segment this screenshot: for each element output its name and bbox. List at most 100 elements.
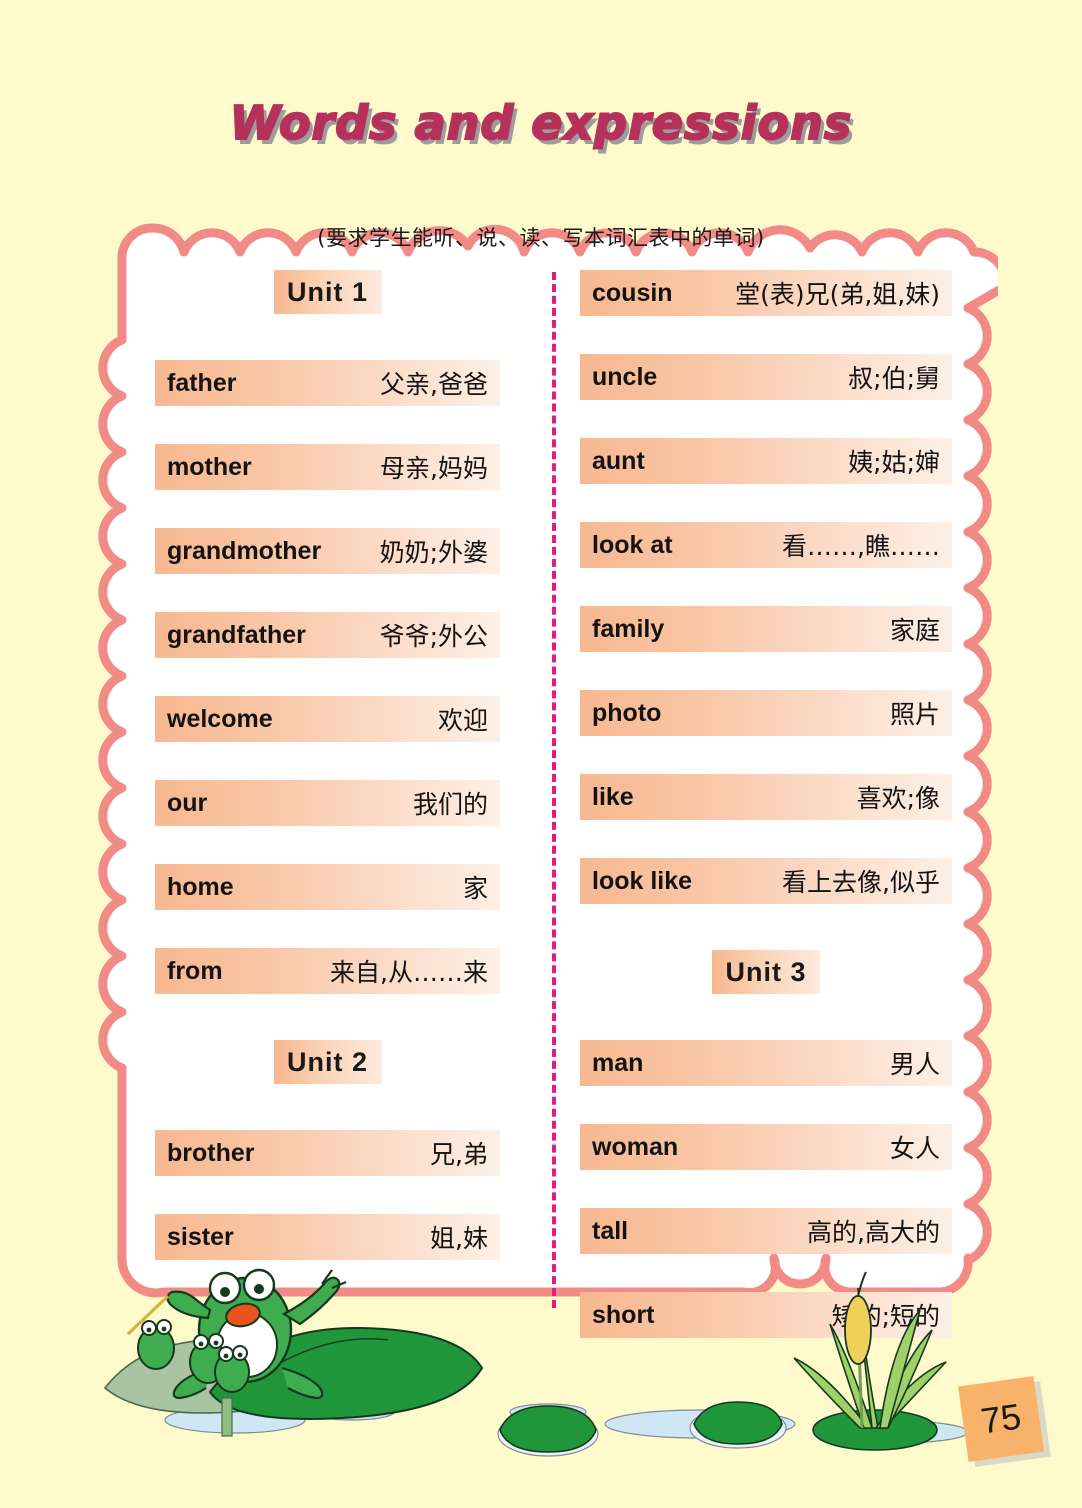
column-divider bbox=[552, 272, 556, 1308]
vocabulary-row: cousin 堂(表)兄(弟,姐,妹) bbox=[580, 270, 952, 316]
lily-pad bbox=[497, 1401, 787, 1457]
row-spacer bbox=[580, 736, 952, 774]
row-spacer bbox=[155, 406, 500, 444]
row-spacer bbox=[155, 910, 500, 948]
page-number: 75 bbox=[958, 1376, 1044, 1462]
vocabulary-word-en: mother bbox=[167, 452, 252, 481]
vocabulary-word-zh: 看上去像,似乎 bbox=[782, 868, 940, 897]
vocabulary-row: from 来自,从……来 bbox=[155, 948, 500, 994]
vocabulary-word-en: woman bbox=[592, 1132, 679, 1161]
vocabulary-row: woman 女人 bbox=[580, 1124, 952, 1170]
vocabulary-word-en: grandmother bbox=[167, 536, 322, 565]
vocabulary-row: short 矮的;短的 bbox=[580, 1292, 952, 1338]
vocabulary-word-en: look at bbox=[592, 530, 673, 559]
row-spacer bbox=[155, 1176, 500, 1214]
vocabulary-word-zh: 爷爷;外公 bbox=[379, 622, 488, 651]
row-spacer bbox=[580, 316, 952, 354]
vocabulary-word-zh: 叔;伯;舅 bbox=[848, 364, 940, 393]
vocabulary-word-en: father bbox=[167, 368, 237, 397]
vocabulary-word-en: family bbox=[592, 614, 665, 643]
unit-heading-wrap: Unit 1 bbox=[155, 270, 500, 314]
vocabulary-row: aunt 姨;姑;婶 bbox=[580, 438, 952, 484]
vocabulary-row: uncle 叔;伯;舅 bbox=[580, 354, 952, 400]
vocabulary-word-en: like bbox=[592, 782, 634, 811]
vocabulary-word-en: photo bbox=[592, 698, 662, 727]
vocabulary-word-zh: 男人 bbox=[889, 1050, 940, 1079]
vocabulary-word-en: aunt bbox=[592, 446, 645, 475]
subtitle-note: (要求学生能听、说、读、写本词汇表中的单词) bbox=[317, 226, 765, 250]
scalloped-frame bbox=[98, 223, 998, 1298]
vocabulary-row: home 家 bbox=[155, 864, 500, 910]
unit-heading-wrap: Unit 3 bbox=[580, 950, 952, 994]
row-spacer bbox=[155, 742, 500, 780]
vocabulary-word-zh: 来自,从……来 bbox=[330, 958, 488, 987]
vocabulary-word-zh: 高的,高大的 bbox=[807, 1218, 940, 1247]
vocabulary-row: photo 照片 bbox=[580, 690, 952, 736]
vocabulary-word-zh: 女人 bbox=[889, 1134, 940, 1163]
vocabulary-word-en: short bbox=[592, 1300, 655, 1329]
row-spacer bbox=[155, 490, 500, 528]
row-spacer bbox=[580, 1170, 952, 1208]
vocabulary-word-en: look like bbox=[592, 866, 693, 895]
vocabulary-word-zh: 奶奶;外婆 bbox=[379, 538, 488, 567]
vocabulary-word-zh: 家庭 bbox=[889, 616, 940, 645]
vocabulary-row: mother 母亲,妈妈 bbox=[155, 444, 500, 490]
vocabulary-row: look at 看……,瞧…… bbox=[580, 522, 952, 568]
row-spacer bbox=[155, 1084, 500, 1130]
unit-heading-3: Unit 3 bbox=[712, 950, 820, 994]
unit-heading-wrap: Unit 2 bbox=[155, 1040, 500, 1084]
vocabulary-row: our 我们的 bbox=[155, 780, 500, 826]
row-spacer bbox=[155, 994, 500, 1040]
row-spacer bbox=[580, 820, 952, 858]
vocabulary-word-en: cousin bbox=[592, 278, 673, 307]
vocabulary-row: brother 兄,弟 bbox=[155, 1130, 500, 1176]
row-spacer bbox=[155, 658, 500, 696]
vocabulary-word-zh: 欢迎 bbox=[437, 706, 488, 735]
vocabulary-word-zh: 照片 bbox=[889, 700, 940, 729]
unit-heading-1: Unit 1 bbox=[273, 270, 382, 314]
vocabulary-word-zh: 家 bbox=[462, 874, 488, 903]
vocabulary-row: family 家庭 bbox=[580, 606, 952, 652]
vocabulary-word-zh: 喜欢;像 bbox=[856, 784, 940, 813]
vocabulary-word-en: grandfather bbox=[167, 620, 306, 649]
vocabulary-word-en: tall bbox=[592, 1216, 629, 1245]
row-spacer bbox=[580, 904, 952, 950]
row-spacer bbox=[580, 1254, 952, 1292]
vocabulary-word-en: from bbox=[167, 956, 223, 985]
vocabulary-word-zh: 我们的 bbox=[412, 790, 488, 819]
vocabulary-column-left: Unit 1 father 父亲,爸爸 mother 母亲,妈妈 grandmother 奶… bbox=[155, 270, 500, 1260]
row-spacer bbox=[580, 994, 952, 1040]
page-title: Words and expressions bbox=[229, 95, 853, 151]
vocabulary-word-en: welcome bbox=[167, 704, 273, 733]
vocabulary-word-en: sister bbox=[167, 1222, 234, 1251]
row-spacer bbox=[580, 568, 952, 606]
vocabulary-word-zh: 兄,弟 bbox=[430, 1140, 488, 1169]
vocabulary-row: man 男人 bbox=[580, 1040, 952, 1086]
vocabulary-row: grandmother 奶奶;外婆 bbox=[155, 528, 500, 574]
vocabulary-row: tall 高的,高大的 bbox=[580, 1208, 952, 1254]
vocabulary-word-zh: 矮的;短的 bbox=[831, 1302, 940, 1331]
vocabulary-row: grandfather 爷爷;外公 bbox=[155, 612, 500, 658]
vocabulary-row: look like 看上去像,似乎 bbox=[580, 858, 952, 904]
row-spacer bbox=[155, 574, 500, 612]
row-spacer bbox=[580, 652, 952, 690]
water-puddle bbox=[164, 1403, 969, 1444]
vocabulary-word-zh: 姨;姑;婶 bbox=[848, 448, 940, 477]
vocabulary-word-zh: 母亲,妈妈 bbox=[380, 454, 488, 483]
row-spacer bbox=[580, 484, 952, 522]
vocabulary-word-en: uncle bbox=[592, 362, 658, 391]
vocabulary-word-en: brother bbox=[167, 1138, 255, 1167]
vocabulary-word-zh: 堂(表)兄(弟,姐,妹) bbox=[735, 280, 940, 309]
vocabulary-word-zh: 看……,瞧…… bbox=[782, 532, 940, 561]
vocabulary-word-en: man bbox=[592, 1048, 644, 1077]
vocabulary-word-zh: 父亲,爸爸 bbox=[380, 370, 488, 399]
vocabulary-row: welcome 欢迎 bbox=[155, 696, 500, 742]
row-spacer bbox=[155, 826, 500, 864]
vocabulary-word-en: our bbox=[167, 788, 208, 817]
row-spacer bbox=[580, 1086, 952, 1124]
vocabulary-row: father 父亲,爸爸 bbox=[155, 360, 500, 406]
row-spacer bbox=[580, 400, 952, 438]
vocabulary-column-right: cousin 堂(表)兄(弟,姐,妹) uncle 叔;伯;舅 aunt 姨;姑;婶 loo… bbox=[580, 270, 952, 1338]
vocabulary-word-en: home bbox=[167, 872, 234, 901]
